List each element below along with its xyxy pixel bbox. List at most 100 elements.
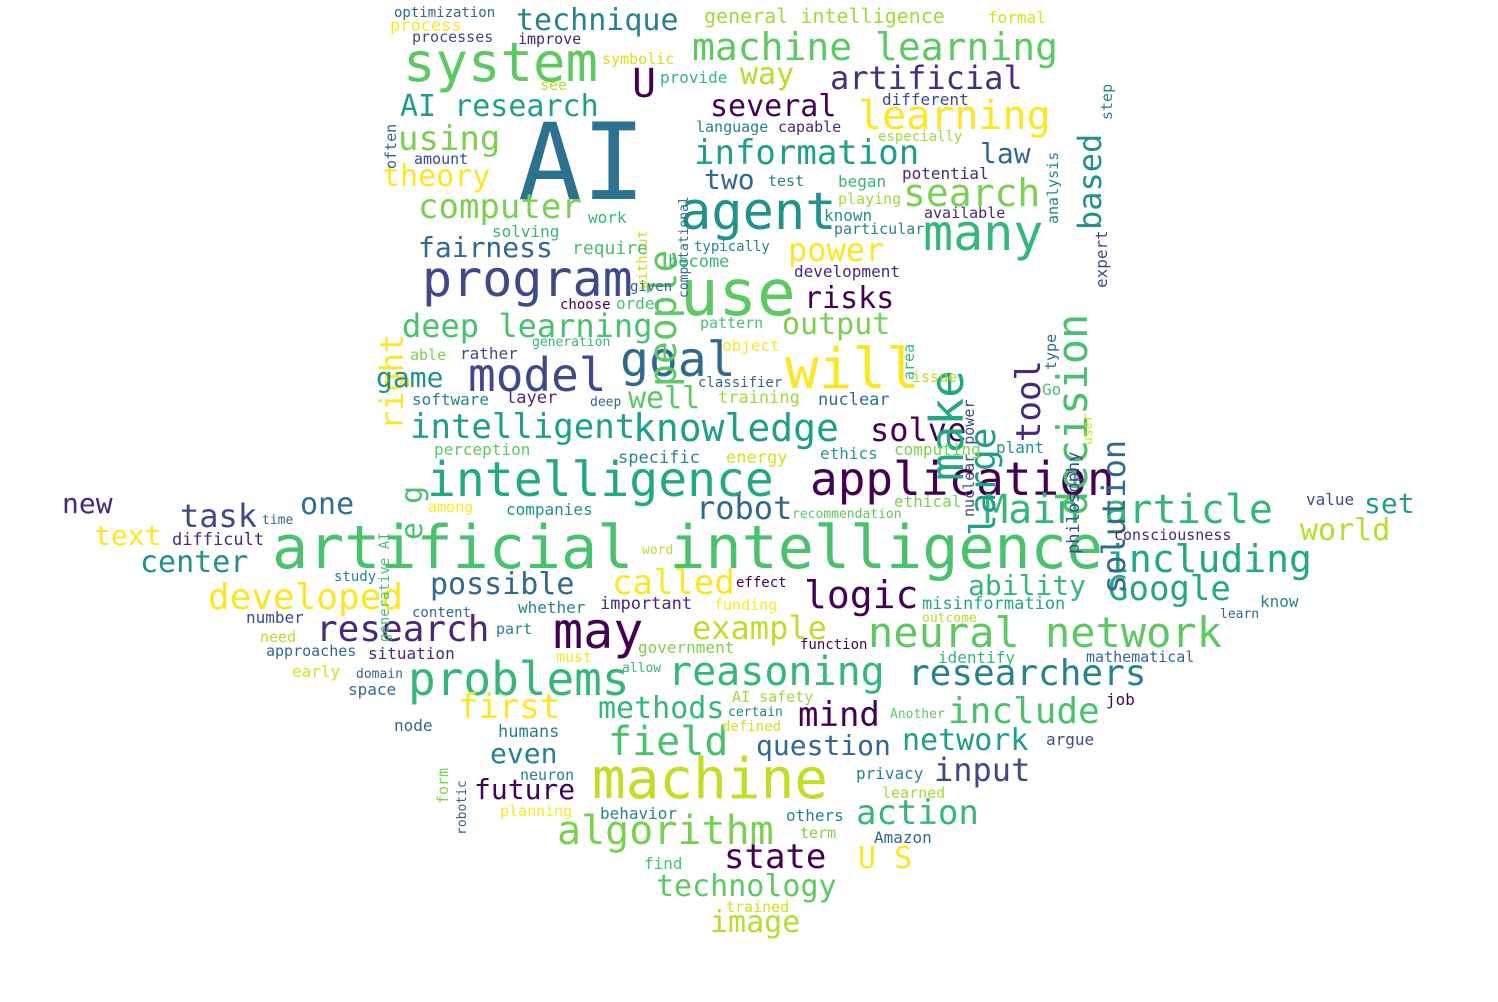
cloud-word: intelligence xyxy=(427,452,774,508)
cloud-word: recommendation xyxy=(792,507,902,522)
cloud-word: allow xyxy=(622,661,662,676)
cloud-word: find xyxy=(644,854,683,873)
cloud-word: among xyxy=(428,498,474,516)
cloud-word: nuclear xyxy=(818,390,890,410)
cloud-word: task xyxy=(180,497,258,535)
cloud-word: training xyxy=(718,388,800,408)
cloud-word: expert xyxy=(1092,230,1111,288)
cloud-word: space xyxy=(348,680,397,699)
cloud-word: specific xyxy=(618,448,700,468)
cloud-word: whether xyxy=(518,598,586,617)
cloud-word: content xyxy=(412,605,472,621)
cloud-word: system xyxy=(403,31,599,94)
cloud-word: artificial intelligence xyxy=(272,513,1103,583)
cloud-word: text xyxy=(94,519,162,552)
cloud-word: output xyxy=(782,307,891,342)
cloud-word: robotic xyxy=(455,780,470,835)
cloud-word: first xyxy=(458,687,561,727)
cloud-word: developed xyxy=(208,577,404,618)
cloud-word: information xyxy=(694,133,920,173)
cloud-word: provide xyxy=(660,68,728,87)
cloud-word: possible xyxy=(430,567,575,602)
cloud-word: deep learning xyxy=(402,307,653,345)
cloud-word: need xyxy=(260,628,297,646)
cloud-word: learned xyxy=(882,784,946,802)
cloud-word: generative AI xyxy=(377,532,393,642)
cloud-word: number xyxy=(246,608,304,627)
cloud-word: certain xyxy=(728,705,783,720)
cloud-word: generation xyxy=(532,335,611,350)
cloud-word: identify xyxy=(938,648,1016,667)
cloud-word: example xyxy=(692,609,827,647)
cloud-word: computational xyxy=(677,196,692,298)
cloud-word: logic xyxy=(804,573,919,617)
cloud-word: technique xyxy=(516,3,679,38)
cloud-word: question xyxy=(756,729,891,762)
cloud-word: Another xyxy=(890,707,945,722)
cloud-word: planning xyxy=(500,802,573,820)
cloud-word: Amazon xyxy=(874,828,932,847)
cloud-word: test xyxy=(768,172,805,190)
cloud-word: computer xyxy=(418,187,582,227)
cloud-word: work xyxy=(588,208,627,227)
cloud-word: language xyxy=(696,118,769,136)
cloud-word: research xyxy=(316,609,490,650)
cloud-word: tool xyxy=(1009,360,1049,442)
cloud-word: government xyxy=(638,638,735,657)
cloud-word: one xyxy=(300,487,355,522)
cloud-word: reasoning xyxy=(668,649,885,695)
cloud-word: ethical xyxy=(894,492,962,511)
cloud-word: part xyxy=(496,620,533,638)
cloud-word: become xyxy=(668,252,730,272)
cloud-word: software xyxy=(412,390,490,409)
cloud-word: able xyxy=(410,346,447,364)
cloud-word: situation xyxy=(368,644,455,663)
cloud-word: formal xyxy=(988,8,1046,27)
cloud-word: called xyxy=(612,563,735,603)
cloud-word: search xyxy=(903,171,1041,215)
cloud-word: especially xyxy=(878,129,963,145)
cloud-word: known xyxy=(824,206,873,225)
cloud-word: neural network xyxy=(868,608,1223,657)
cloud-word: well xyxy=(628,381,701,416)
cloud-word: two xyxy=(704,163,755,196)
cloud-word: use xyxy=(680,257,796,331)
cloud-word: available xyxy=(924,204,1006,222)
cloud-word: perception xyxy=(434,440,531,459)
cloud-word: computing xyxy=(894,440,981,459)
cloud-word: others xyxy=(786,806,844,825)
cloud-word: mathematical xyxy=(1086,648,1195,666)
cloud-word: layer xyxy=(506,388,558,408)
cloud-word: solve xyxy=(870,411,967,449)
cloud-word: argue xyxy=(1046,730,1095,749)
cloud-word: ability xyxy=(968,569,1087,602)
cloud-word: different xyxy=(882,90,969,109)
cloud-word: Main article xyxy=(984,487,1273,533)
cloud-word: began xyxy=(838,172,887,191)
cloud-word: theory xyxy=(382,159,491,194)
cloud-word: will xyxy=(785,337,920,402)
cloud-word: new xyxy=(62,487,113,520)
cloud-word: input xyxy=(934,751,1031,789)
cloud-word: include xyxy=(948,691,1100,732)
cloud-word: development xyxy=(794,262,900,281)
cloud-word: mind xyxy=(798,695,880,735)
cloud-word: must xyxy=(556,648,593,666)
cloud-word: algorithm xyxy=(557,808,774,854)
cloud-word: energy xyxy=(726,448,788,468)
cloud-word: Google xyxy=(1108,569,1231,609)
cloud-word: many xyxy=(923,204,1044,262)
cloud-word: symbolic xyxy=(602,50,675,68)
cloud-word: process xyxy=(390,16,462,36)
cloud-word: solving xyxy=(492,222,560,241)
cloud-word: playing xyxy=(838,190,902,208)
cloud-word: set xyxy=(1364,487,1415,520)
cloud-word: issue xyxy=(912,368,958,386)
cloud-word: misinformation xyxy=(922,594,1066,614)
cloud-word: defined xyxy=(722,719,782,735)
cloud-word: learn xyxy=(1220,607,1260,622)
cloud-word: humans xyxy=(498,722,560,742)
cloud-word: game xyxy=(376,361,444,394)
cloud-word: consciousness xyxy=(1114,526,1232,544)
cloud-word: neuron xyxy=(520,766,575,784)
